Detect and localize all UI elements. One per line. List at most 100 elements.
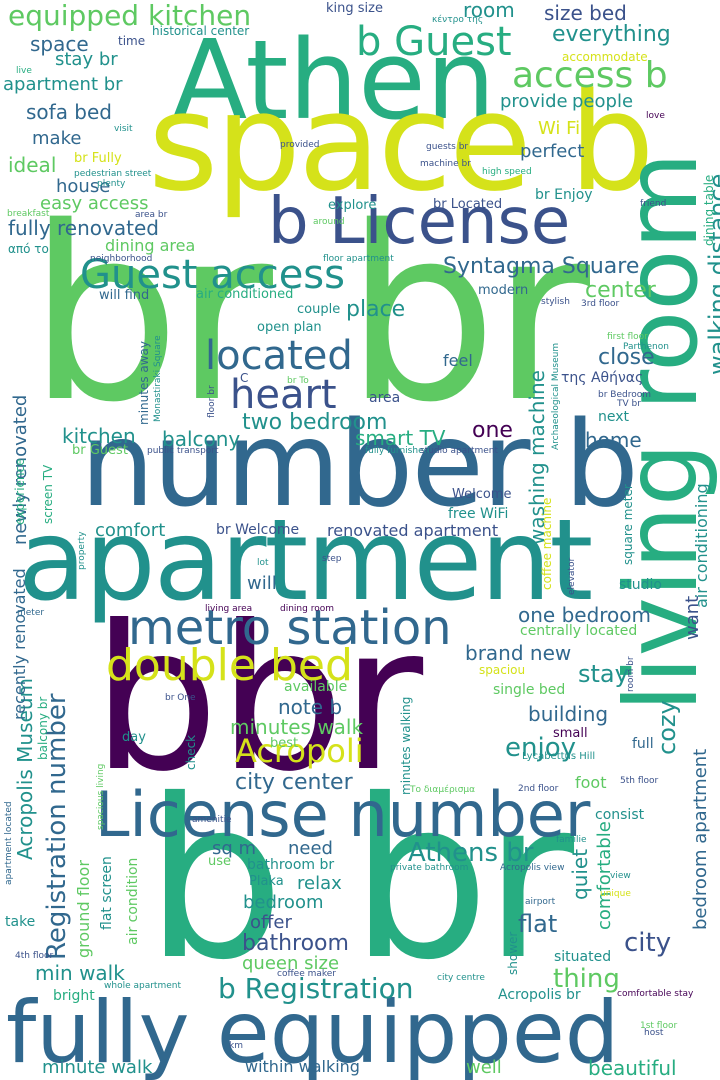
word: b [145, 752, 285, 1008]
word: floor apartment [323, 254, 394, 264]
word: around [313, 217, 345, 227]
word: number b [80, 395, 639, 533]
word: stay [578, 660, 629, 688]
word: two bedroom [242, 410, 388, 435]
word: fully furnished [365, 446, 430, 456]
word: coffee maker [277, 969, 337, 979]
word: place [346, 297, 406, 322]
word: center [585, 278, 656, 303]
word: smart TV [355, 426, 446, 450]
word: brand new [465, 641, 572, 665]
word: check [184, 734, 198, 770]
word: access b [512, 55, 668, 96]
word: explore [328, 198, 377, 213]
word: br Bedroom [598, 390, 651, 400]
word: apartment br [3, 74, 123, 95]
word: Acropolis br [498, 987, 581, 1003]
word: will find [99, 288, 150, 303]
word: spaciou [479, 663, 526, 677]
word: 3rd floor [581, 299, 620, 309]
word: equipped kitchen [8, 0, 252, 32]
word: area br [135, 210, 168, 220]
word: small [553, 726, 588, 741]
word: guests br [426, 142, 469, 152]
word: plenty [97, 179, 126, 189]
word: amenitie [192, 815, 232, 825]
word: relax [297, 873, 342, 894]
word: br To [287, 376, 309, 386]
word: quiet [568, 848, 592, 900]
word: b [92, 583, 219, 816]
word: accommodate [562, 50, 648, 64]
word: full [632, 736, 654, 752]
word: floor br [207, 385, 217, 418]
word: make [32, 128, 82, 149]
word: easy access [40, 193, 149, 214]
word: live [16, 66, 32, 76]
word: km [229, 1041, 243, 1051]
word: min walk [35, 961, 125, 985]
word: bedroom [243, 892, 324, 913]
word: 2nd floor [518, 784, 559, 794]
word: living area [205, 604, 253, 614]
word: use [208, 854, 232, 869]
word: minute walk [42, 1057, 153, 1078]
word: note b [278, 695, 343, 719]
word: best [270, 736, 299, 751]
word: shower [506, 931, 520, 975]
word: free WiFi [448, 506, 509, 522]
word: flat screen [99, 856, 115, 930]
word: provided [280, 140, 320, 150]
word: enjoy [505, 733, 576, 763]
word: lot [257, 558, 269, 568]
word: fully equipped [6, 983, 620, 1080]
word: take [5, 914, 36, 930]
word: Wi Fi [538, 118, 581, 139]
word: day [122, 730, 146, 745]
word: της Αθήνας [561, 370, 644, 386]
word: ground floor [74, 860, 93, 958]
word: b License [268, 185, 571, 259]
word: beautiful [588, 1056, 677, 1080]
word: airport [525, 897, 556, 907]
word: br Fully [74, 151, 122, 166]
word: Parthenon [623, 342, 669, 352]
word: minutes walk [230, 715, 364, 739]
word: coffee machine [540, 497, 554, 590]
word: room [463, 0, 515, 22]
word: thing [553, 964, 620, 994]
word: balcony br [36, 696, 50, 760]
word: city [624, 928, 672, 958]
word: balcony [162, 427, 241, 451]
word: stay br [55, 49, 118, 70]
word: Acropolis view [500, 863, 565, 873]
word: meter [17, 608, 45, 618]
word: queen size [242, 953, 340, 974]
word: visit [114, 124, 133, 134]
word: neighborhood [90, 254, 153, 264]
word: familie [556, 835, 587, 845]
word: historical center [152, 24, 250, 38]
word: stylish [541, 297, 570, 307]
word: next [598, 409, 630, 425]
word: br [350, 752, 574, 1008]
word: recently renovated [10, 568, 29, 720]
word: king size [326, 1, 383, 16]
word: sofa bed [26, 100, 113, 124]
word: everything [552, 22, 671, 47]
word: metro station [128, 600, 452, 656]
word: br [218, 583, 423, 816]
word: air conditioning [692, 483, 711, 608]
word: consist [595, 807, 645, 823]
word: heart [230, 372, 337, 418]
word: br Located [433, 197, 503, 212]
word: κέντρο της [432, 15, 484, 25]
word: apartment located [4, 801, 14, 885]
word: friend [640, 199, 667, 209]
word: building [528, 702, 609, 726]
word: Το διαμέρισμα [410, 785, 476, 795]
word: people [572, 91, 634, 112]
word: Welcome [452, 487, 512, 502]
word: b Guest [356, 19, 512, 65]
